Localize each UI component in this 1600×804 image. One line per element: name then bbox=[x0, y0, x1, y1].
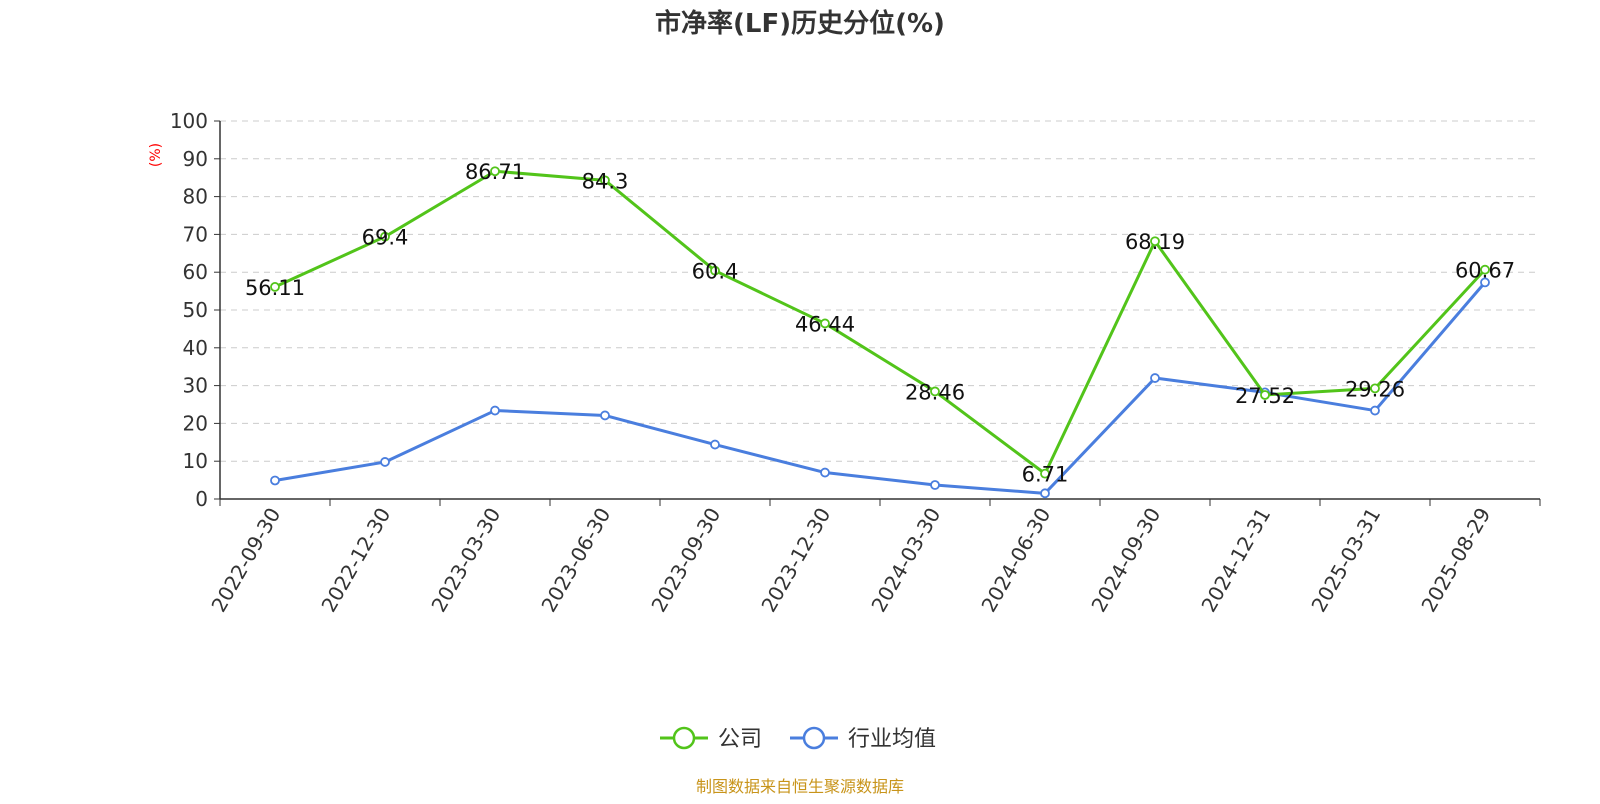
data-labels: 56.11 69.4 86.71 84.3 60.4 46.44 28.46 6.71 68.1… bbox=[245, 160, 1515, 486]
data-label: 84.3 bbox=[582, 169, 629, 193]
series-0-point bbox=[270, 282, 280, 292]
series-0-point bbox=[1150, 236, 1160, 247]
legend-label: 公司 bbox=[718, 727, 762, 752]
series-1-point bbox=[1370, 405, 1380, 416]
y-tick-label: 70 bbox=[183, 222, 208, 246]
series-0-point bbox=[1260, 390, 1270, 400]
y-tick-label: 20 bbox=[183, 411, 208, 435]
data-label: 28.46 bbox=[905, 380, 965, 404]
series-0-point bbox=[820, 318, 830, 329]
x-tick-label: 2024-12-31 bbox=[1196, 504, 1275, 617]
grid-lines bbox=[220, 120, 1540, 462]
data-label: 60.4 bbox=[692, 260, 739, 284]
data-label: 56.11 bbox=[245, 276, 305, 300]
x-tick-label: 2025-03-31 bbox=[1306, 504, 1385, 617]
y-tick-label: 50 bbox=[183, 298, 208, 322]
series-lines bbox=[270, 166, 1490, 499]
series-1-point bbox=[1150, 373, 1160, 383]
series-1-point bbox=[710, 439, 720, 450]
series-1-point bbox=[380, 457, 390, 467]
series-0-point bbox=[930, 386, 940, 397]
series-0-point bbox=[710, 265, 720, 276]
series-1-point bbox=[1480, 277, 1490, 288]
series-1-point bbox=[600, 410, 610, 421]
legend-label: 行业均值 bbox=[848, 727, 936, 752]
x-tick-label: 2025-08-29 bbox=[1416, 504, 1495, 617]
y-axis-unit-label: (%) bbox=[148, 143, 164, 167]
series-1-point bbox=[270, 475, 280, 486]
data-label: 27.52 bbox=[1235, 384, 1295, 408]
x-tick-label: 2024-06-30 bbox=[976, 504, 1055, 617]
data-label: 46.44 bbox=[795, 312, 855, 336]
data-label: 29.26 bbox=[1345, 377, 1405, 401]
x-tick-label: 2024-09-30 bbox=[1086, 504, 1165, 617]
x-tick-label: 2024-03-30 bbox=[866, 504, 945, 617]
legend-swatch-marker bbox=[802, 726, 826, 750]
series-1-point bbox=[1040, 488, 1050, 499]
axes: 0 10 20 30 40 50 60 70 80 90 100 2022-09-30 2022-12-… bbox=[170, 109, 1541, 617]
legend[interactable]: 公司 行业均值 bbox=[660, 726, 936, 752]
series-0-point bbox=[600, 175, 610, 186]
y-tick-label: 80 bbox=[183, 185, 208, 209]
data-label: 86.71 bbox=[465, 160, 525, 184]
series-line-1 bbox=[274, 281, 1487, 495]
series-0-point bbox=[1480, 264, 1490, 275]
series-line-0 bbox=[274, 169, 1487, 476]
x-tick-label: 2023-12-30 bbox=[756, 504, 835, 617]
series-1-point bbox=[930, 480, 940, 490]
data-label: 69.4 bbox=[362, 226, 409, 250]
data-label: 6.71 bbox=[1022, 463, 1069, 487]
y-tick-label: 30 bbox=[183, 374, 208, 398]
x-tick-label: 2022-09-30 bbox=[206, 504, 285, 617]
y-tick-label: 40 bbox=[183, 336, 208, 360]
source-note: 制图数据来自恒生聚源数据库 bbox=[696, 777, 904, 796]
data-label: 68.19 bbox=[1125, 230, 1185, 254]
x-tick-label: 2023-03-30 bbox=[426, 504, 505, 617]
series-1-point bbox=[490, 405, 500, 416]
series-0-point bbox=[490, 166, 500, 177]
y-tick-label: 0 bbox=[195, 487, 208, 511]
x-tick-label: 2022-12-30 bbox=[316, 504, 395, 617]
y-tick-label: 100 bbox=[170, 109, 208, 133]
y-tick-label: 10 bbox=[183, 449, 208, 473]
x-tick-label: 2023-06-30 bbox=[536, 504, 615, 617]
x-tick-label: 2023-09-30 bbox=[646, 504, 725, 617]
series-0-point bbox=[380, 231, 390, 242]
y-tick-label: 60 bbox=[183, 260, 208, 284]
chart-title: 市净率(LF)历史分位(%) bbox=[655, 8, 945, 39]
legend-swatch-marker bbox=[672, 726, 696, 750]
series-1-point bbox=[820, 467, 830, 478]
y-tick-label: 90 bbox=[183, 147, 208, 171]
series-0-point bbox=[1040, 468, 1050, 479]
data-label: 60.67 bbox=[1455, 259, 1515, 283]
series-0-point bbox=[1370, 383, 1380, 394]
